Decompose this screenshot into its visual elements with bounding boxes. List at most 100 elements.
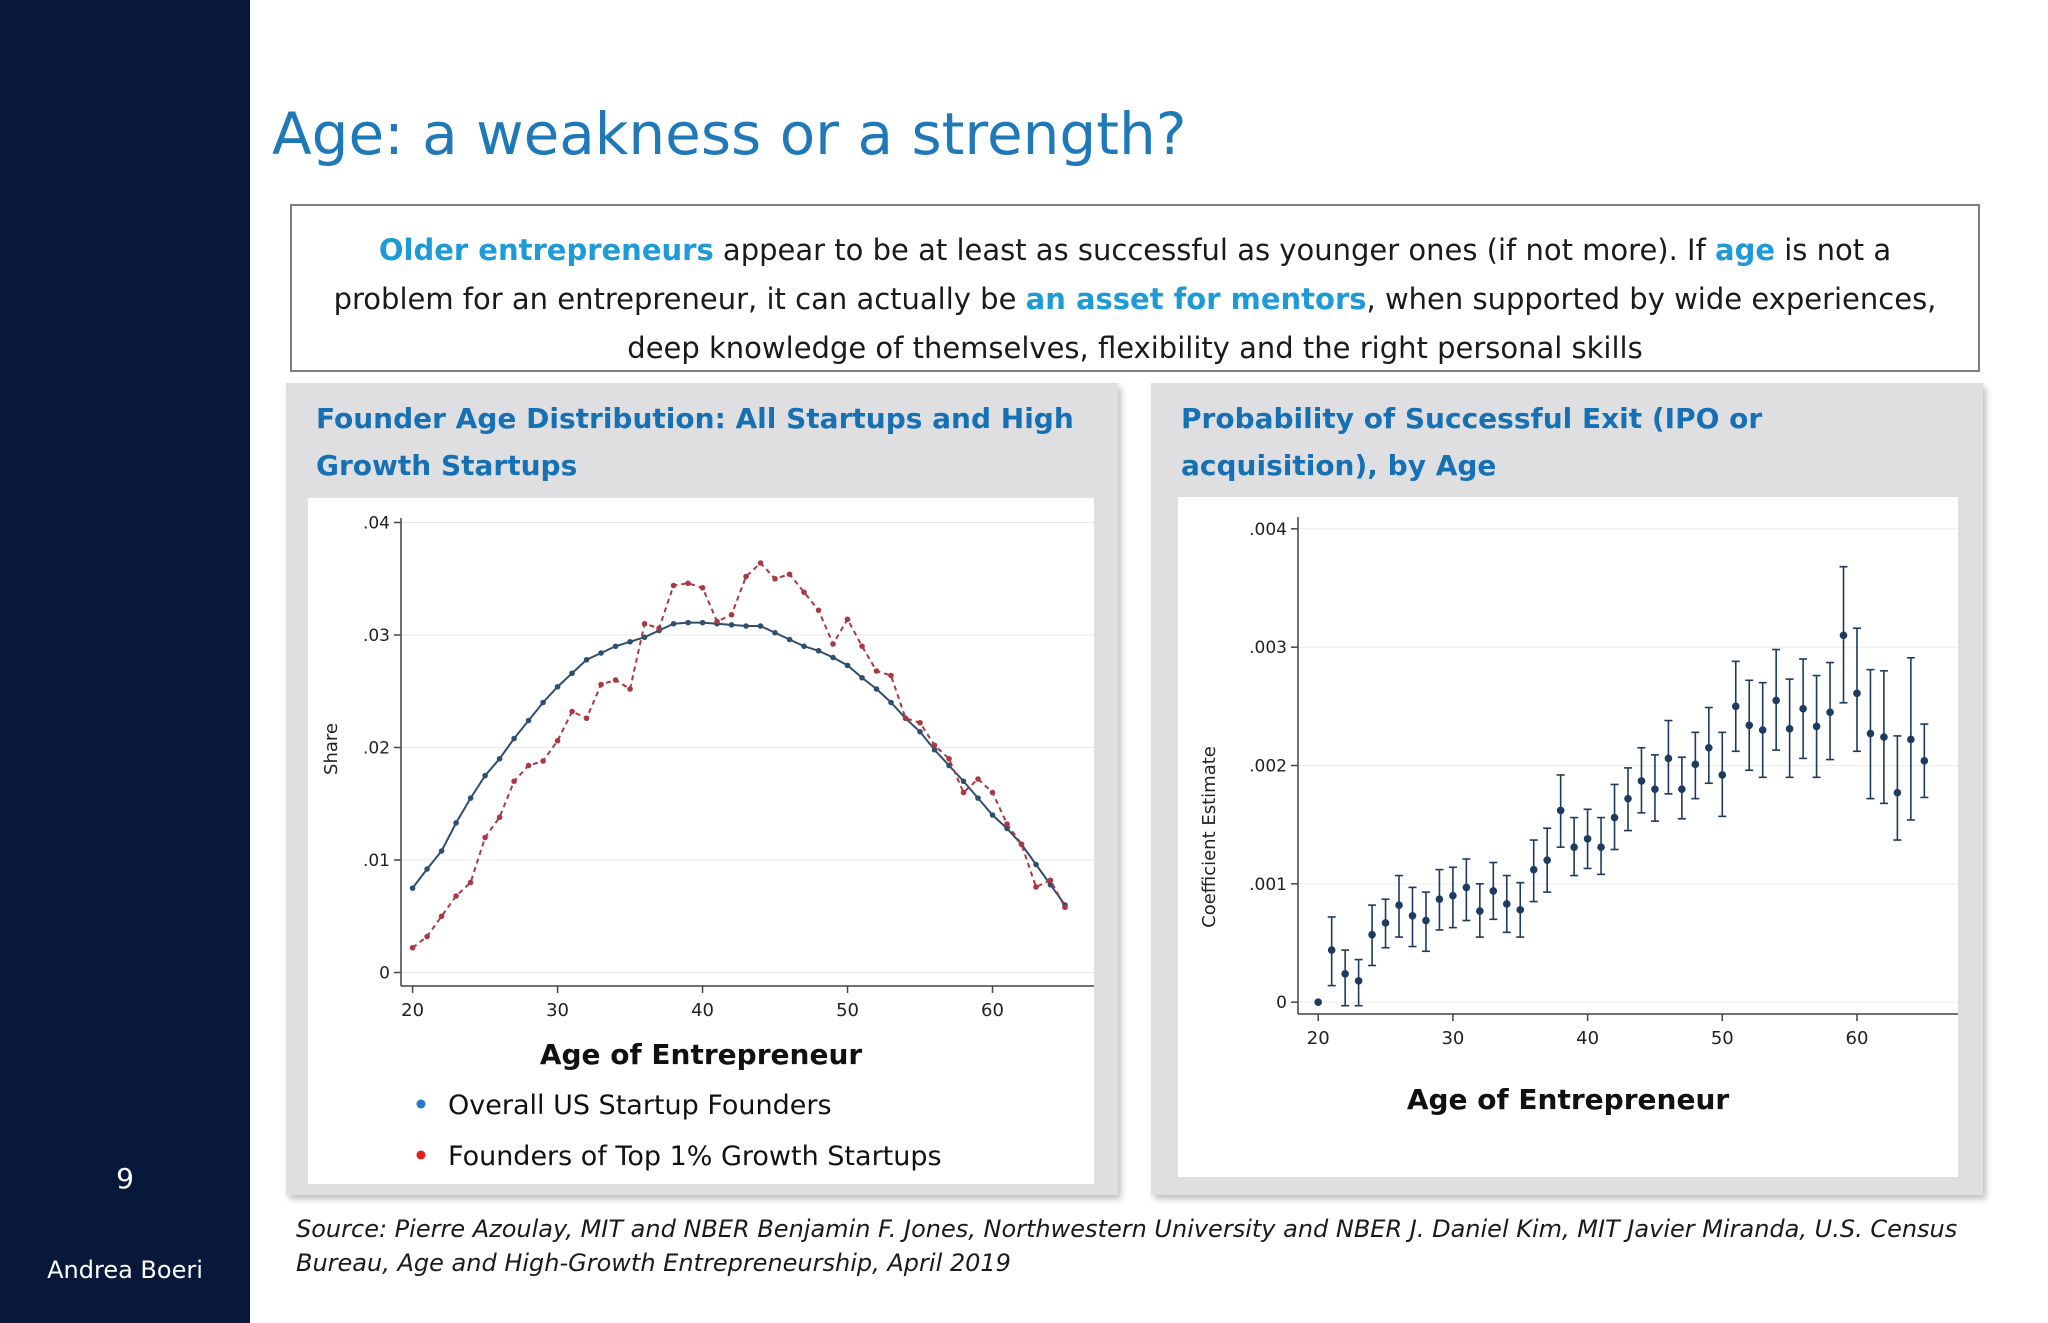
y-tick-label: .001 [1249, 875, 1287, 895]
top1-growth-founders-point [844, 616, 851, 623]
top1-growth-founders-point [409, 944, 416, 951]
overall-founders-point [699, 619, 706, 626]
coefficient-point [1610, 813, 1619, 822]
top1-growth-founders-point [627, 686, 633, 692]
overall-founders-point [1047, 881, 1054, 888]
age-distribution-chart-area: Age of Entrepreneur Share Overall US Sta… [308, 498, 1094, 1184]
top1-growth-founders-point [525, 762, 532, 769]
coefficient-point [1880, 733, 1888, 741]
overall-founders-point [453, 820, 459, 826]
overall-founders-point [975, 795, 981, 801]
legend-marker-overall [416, 1099, 426, 1109]
overall-founders-point [685, 619, 691, 626]
x-tick-label: 40 [1576, 1028, 1599, 1049]
overall-founders-point [830, 654, 836, 661]
y-tick-label: .002 [1249, 757, 1287, 777]
author-name: Andrea Boeri [47, 1256, 203, 1284]
top1-growth-founders-point [786, 571, 793, 578]
overall-founders-point [989, 812, 996, 818]
coefficient-point [1826, 708, 1834, 717]
x-tick-label: 40 [691, 1000, 714, 1021]
overall-founders-point [612, 643, 619, 650]
exit-probability-title: Probability of Successful Exit (IPO or a… [1181, 402, 1763, 482]
top1-growth-founders-point [685, 580, 691, 587]
overall-founders-point [409, 885, 416, 891]
x-tick-label: 60 [1846, 1028, 1869, 1049]
top1-growth-founders-point [714, 618, 720, 625]
exit-probability-chart: Age of Entrepreneur Coefficient Estimate… [1199, 517, 1958, 1116]
overall-founders-point [728, 622, 735, 628]
y-axis-label: Coefficient Estimate [1199, 746, 1220, 928]
overall-founders-point [917, 728, 923, 735]
coefficient-point [1705, 743, 1713, 752]
x-tick-label: 30 [1441, 1028, 1464, 1049]
coefficient-point [1529, 865, 1538, 874]
overall-founders-point [960, 778, 967, 785]
top1-growth-founders-point [873, 668, 880, 674]
legend-label-overall: Overall US Startup Founders [448, 1090, 832, 1121]
coefficient-point [1462, 883, 1471, 892]
age-distribution-title: Founder Age Distribution: All Startups a… [316, 402, 1074, 482]
top1-growth-founders-point [554, 737, 561, 744]
overall-founders-point [801, 643, 807, 650]
overall-founders-point [786, 636, 793, 643]
coefficient-point [1907, 735, 1915, 744]
top1-growth-founders-point [902, 715, 909, 722]
top1-growth-founders-point [496, 814, 503, 821]
coefficient-point [1516, 906, 1525, 914]
x-tick-label: 60 [981, 1000, 1004, 1021]
overall-founders-point [670, 620, 677, 627]
top1-growth-founders-point [438, 913, 445, 920]
coefficient-point [1543, 856, 1551, 864]
summary-text-3: , when supported by wide experiences, de… [627, 282, 1937, 365]
top1-growth-founders-point [931, 742, 938, 749]
coefficient-point [1381, 919, 1390, 927]
overall-founders-point [540, 699, 546, 706]
top1-growth-founders-point [1018, 841, 1025, 848]
source-citation: Source: Pierre Azoulay, MIT and NBER Ben… [296, 1215, 1958, 1277]
highlight-age: age [1715, 233, 1776, 267]
overall-founders-point [525, 717, 532, 724]
coefficient-point [1866, 729, 1875, 738]
top1-growth-founders-point [772, 575, 778, 582]
coefficient-point [1502, 900, 1511, 908]
coefficient-point [1354, 977, 1363, 985]
overall-founders-point [627, 638, 633, 645]
top1-growth-founders-point [960, 789, 967, 796]
top1-growth-founders-point [569, 708, 575, 715]
top1-growth-founders-point [1062, 904, 1068, 911]
overall-founders-point [844, 662, 851, 669]
coefficient-point [1422, 916, 1430, 925]
x-tick-label: 20 [401, 1000, 424, 1021]
top1-growth-founders-point [757, 560, 764, 566]
y-tick-label: 0 [379, 964, 390, 984]
exit-probability-chart-area: Age of Entrepreneur Coefficient Estimate… [1178, 497, 1958, 1177]
x-axis-label: Age of Entrepreneur [540, 1038, 863, 1071]
coefficient-point [1395, 901, 1403, 909]
coefficient-point [1678, 785, 1686, 793]
overall-founders-line [411, 621, 1066, 906]
overall-founders-point [598, 650, 604, 656]
coefficient-point [1799, 704, 1807, 713]
overall-founders-point [772, 629, 778, 636]
overall-founders-point [496, 755, 503, 762]
coefficient-point [1435, 895, 1444, 904]
overall-founders-point [569, 670, 575, 677]
y-tick-label: .01 [363, 851, 390, 871]
x-tick-label: 50 [836, 1000, 859, 1021]
coefficient-point [1758, 726, 1767, 734]
summary-text-2: is not a problem for an entrepreneur, it… [333, 233, 1892, 316]
overall-founders-point [859, 674, 865, 681]
overall-founders-point [815, 647, 822, 654]
top1-growth-founders-point [801, 589, 807, 596]
top1-growth-founders-point [641, 620, 648, 627]
y-tick-label: .03 [363, 626, 390, 646]
overall-founders-point [743, 623, 749, 629]
page-number: 9 [116, 1162, 134, 1195]
sidebar: 9 Andrea Boeri [0, 0, 250, 1323]
overall-founders-point [424, 866, 430, 872]
top1-growth-founders-point [699, 584, 706, 591]
top1-growth-founders-point [888, 672, 894, 679]
overall-founders-point [511, 735, 517, 742]
overall-founders-point [757, 623, 764, 629]
